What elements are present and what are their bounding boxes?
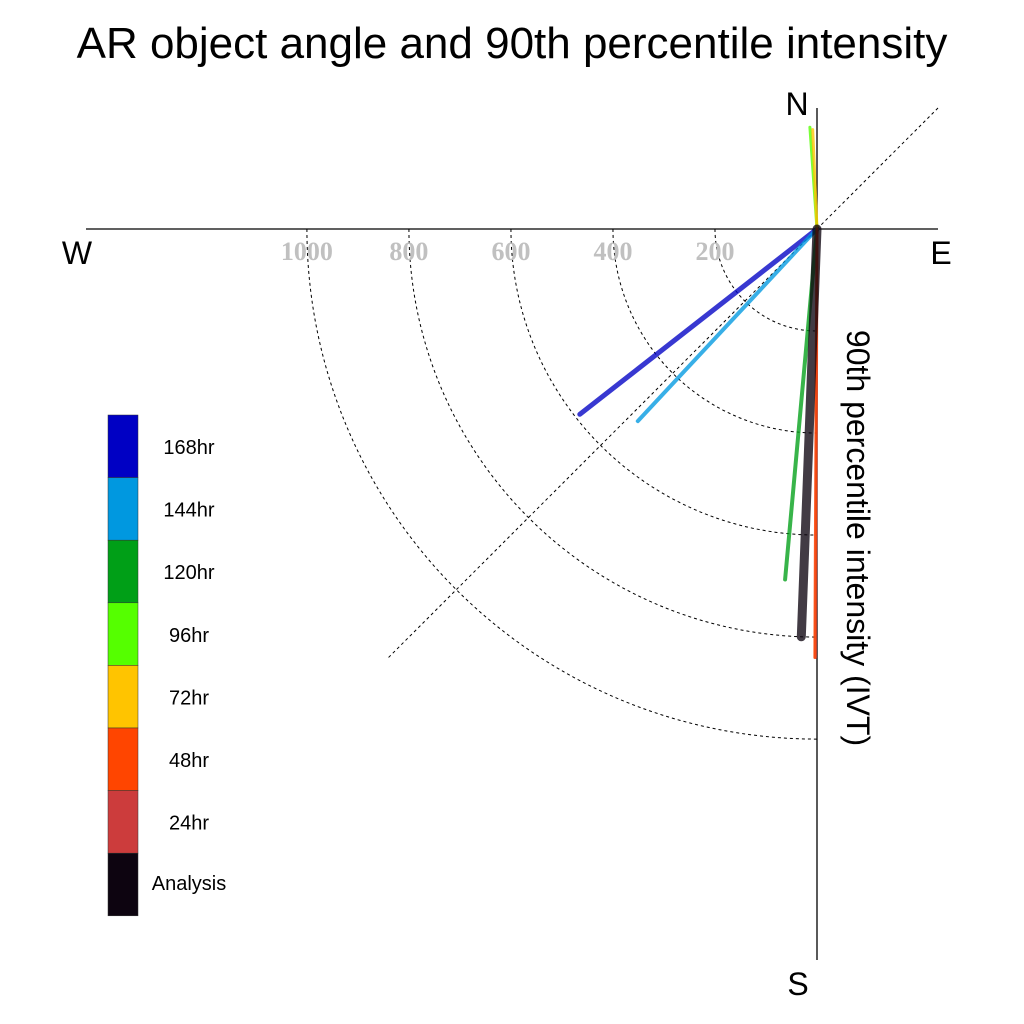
- legend-swatch-72hr: [107, 665, 139, 729]
- legend-swatch-96hr: [107, 602, 139, 666]
- legend: 168hr 144hr 120hr 96hr 72hr 48hr 24hr Analysis: [107, 414, 226, 917]
- legend-swatch-analysis: [107, 852, 139, 917]
- legend-label-120hr: 120hr: [163, 562, 214, 584]
- legend-label-24hr: 24hr: [169, 813, 209, 835]
- vector-analysis: [796, 224, 822, 642]
- chart-title: AR object angle and 90th percentile inte…: [77, 19, 948, 68]
- legend-swatch-24hr: [107, 790, 139, 854]
- compass-east: E: [930, 235, 951, 271]
- radial-ring-200: [714, 228, 818, 332]
- compass-south: S: [787, 966, 808, 1002]
- diagonal-ne-sw: [387, 107, 939, 659]
- legend-label-168hr: 168hr: [163, 437, 214, 459]
- radial-tick-800: 800: [389, 237, 428, 266]
- legend-label-96hr: 96hr: [169, 625, 209, 647]
- radial-tick-labels: 200 400 600 800 1000: [281, 237, 735, 266]
- radial-ring-800: [408, 228, 818, 638]
- legend-label-144hr: 144hr: [163, 500, 214, 522]
- legend-swatch-48hr: [107, 727, 139, 791]
- legend-swatch-168hr: [107, 414, 139, 478]
- vector-72hr: [811, 128, 819, 231]
- legend-label-analysis: Analysis: [152, 873, 226, 895]
- radial-ring-600: [510, 228, 818, 536]
- vector-144hr: [635, 227, 819, 424]
- radial-tick-1000: 1000: [281, 237, 333, 266]
- legend-swatch-120hr: [107, 539, 139, 604]
- radial-tick-400: 400: [593, 237, 632, 266]
- grid-layer: [306, 228, 818, 740]
- radial-tick-200: 200: [695, 237, 734, 266]
- radial-tick-600: 600: [491, 237, 530, 266]
- legend-label-72hr: 72hr: [169, 687, 209, 709]
- legend-label-48hr: 48hr: [169, 750, 209, 772]
- legend-swatch-144hr: [107, 477, 139, 541]
- radial-ring-1000: [306, 228, 818, 740]
- radial-axis-label: 90th percentile intensity (IVT): [840, 330, 876, 746]
- compass-west: W: [62, 235, 93, 271]
- vector-168hr: [577, 226, 820, 417]
- vectors-layer: [577, 125, 822, 659]
- compass-north: N: [785, 86, 808, 122]
